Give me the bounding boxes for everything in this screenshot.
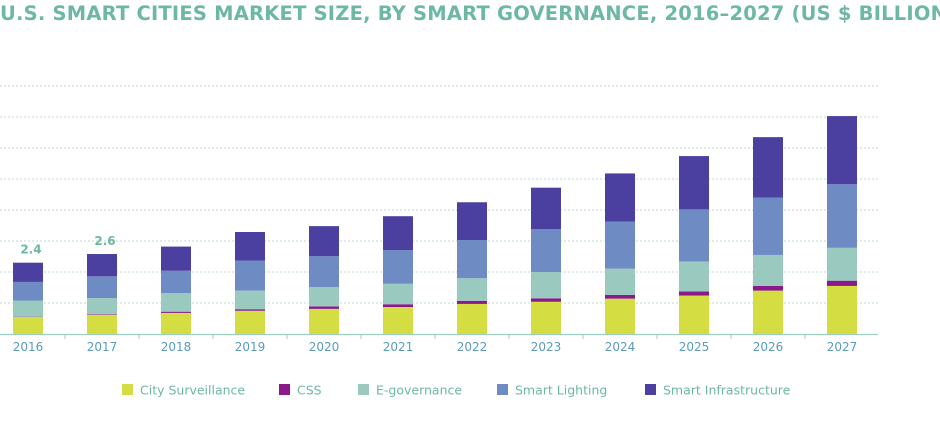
legend-label: CSS xyxy=(297,383,322,398)
bar-segment xyxy=(235,232,265,261)
bar-segment xyxy=(13,300,43,317)
bar-segment xyxy=(309,308,339,334)
x-tick-label: 2016 xyxy=(13,340,44,354)
x-axis: 2016 2017 2018 2019 2020 2021 2022 2023 2024 2025… xyxy=(0,333,878,354)
bar-segment xyxy=(827,247,857,281)
bar-segment xyxy=(161,293,191,312)
legend-item: E-governance xyxy=(358,383,462,398)
bar-segment xyxy=(87,298,117,315)
bar-segment xyxy=(309,226,339,257)
x-tick-label: 2018 xyxy=(161,340,192,354)
x-tick-label: 2021 xyxy=(383,340,414,354)
legend-label: Smart Lighting xyxy=(515,383,607,398)
bar-segment xyxy=(531,272,561,299)
bar-segment xyxy=(161,270,191,294)
legend-label: Smart Infrastructure xyxy=(663,383,791,398)
bar-segment xyxy=(827,285,857,334)
bars xyxy=(13,116,857,334)
bar-segment xyxy=(531,298,561,302)
bar-segment xyxy=(87,254,117,277)
legend-swatch xyxy=(358,384,369,395)
bar-segment xyxy=(679,291,709,296)
bar-segment xyxy=(753,290,783,334)
bar-segment xyxy=(679,295,709,334)
x-tick-label: 2023 xyxy=(531,340,562,354)
bar-segment xyxy=(309,287,339,307)
bar-segment xyxy=(457,300,487,304)
legend-swatch xyxy=(645,384,656,395)
bar-segment xyxy=(679,261,709,292)
bar-segment xyxy=(235,310,265,334)
bar-segment xyxy=(457,303,487,334)
bar-segment xyxy=(87,314,117,334)
bar-segment xyxy=(13,316,43,334)
bar-segment xyxy=(383,283,413,305)
legend-swatch xyxy=(279,384,290,395)
bar-segment xyxy=(753,254,783,286)
data-label: 2.4 xyxy=(20,243,41,257)
bar-segment xyxy=(309,256,339,288)
bar-segment xyxy=(235,309,265,311)
chart-title: U.S. SMART CITIES MARKET SIZE, BY SMART … xyxy=(0,2,940,25)
gridlines xyxy=(0,85,878,304)
bar-segment xyxy=(161,246,191,271)
bar-segment xyxy=(235,260,265,291)
bar-segment xyxy=(753,285,783,291)
x-tick-label: 2024 xyxy=(605,340,636,354)
bar-segment xyxy=(235,290,265,310)
legend-swatch xyxy=(122,384,133,395)
bar-segment xyxy=(827,184,857,248)
x-tick-label: 2017 xyxy=(87,340,118,354)
x-tick-label: 2027 xyxy=(827,340,858,354)
bar-segment xyxy=(605,173,635,222)
bar-segment xyxy=(753,197,783,255)
bar-segment xyxy=(679,156,709,210)
bar-segment xyxy=(605,268,635,295)
bar-segment xyxy=(457,240,487,279)
bar-segment xyxy=(679,209,709,262)
bar-segment xyxy=(383,307,413,334)
x-tick-label: 2020 xyxy=(309,340,340,354)
bar-segment xyxy=(605,221,635,269)
bar-segment xyxy=(531,229,561,272)
data-label: 2.6 xyxy=(94,234,115,248)
legend-label: City Surveillance xyxy=(140,383,245,398)
data-labels: 2.4 2.6 xyxy=(20,234,115,257)
bar-segment xyxy=(605,294,635,299)
bar-segment xyxy=(753,137,783,198)
bar-segment xyxy=(531,187,561,230)
bar-segment xyxy=(13,281,43,301)
legend-item: City Surveillance xyxy=(122,383,245,398)
bar-segment xyxy=(827,116,857,185)
legend-item: CSS xyxy=(279,383,322,398)
x-tick-label: 2025 xyxy=(679,340,710,354)
bar-segment xyxy=(383,249,413,284)
legend: City Surveillance CSS E-governance Smart Li… xyxy=(122,383,791,398)
bar-segment xyxy=(457,202,487,241)
bar-segment xyxy=(827,280,857,286)
bar-segment xyxy=(605,298,635,334)
legend-label: E-governance xyxy=(376,383,462,398)
bar-segment xyxy=(383,304,413,308)
bar-segment xyxy=(457,278,487,301)
bar-segment xyxy=(531,301,561,334)
legend-item: Smart Lighting xyxy=(497,383,607,398)
bar-segment xyxy=(161,312,191,334)
bar-segment xyxy=(13,262,43,282)
bar-segment xyxy=(309,306,339,309)
bar-segment xyxy=(87,276,117,299)
x-tick-label: 2019 xyxy=(235,340,266,354)
x-tick-label: 2022 xyxy=(457,340,488,354)
bar-segment xyxy=(383,216,413,250)
x-tick-label: 2026 xyxy=(753,340,784,354)
bar-segment xyxy=(161,311,191,313)
bar-segment xyxy=(87,314,117,315)
legend-swatch xyxy=(497,384,508,395)
legend-item: Smart Infrastructure xyxy=(645,383,791,398)
